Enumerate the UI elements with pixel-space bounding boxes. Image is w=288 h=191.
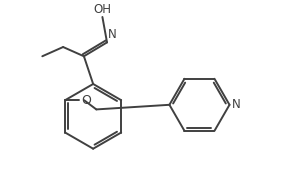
Text: N: N	[108, 28, 117, 40]
Text: OH: OH	[93, 3, 111, 16]
Text: N: N	[232, 98, 240, 111]
Text: O: O	[81, 94, 91, 107]
